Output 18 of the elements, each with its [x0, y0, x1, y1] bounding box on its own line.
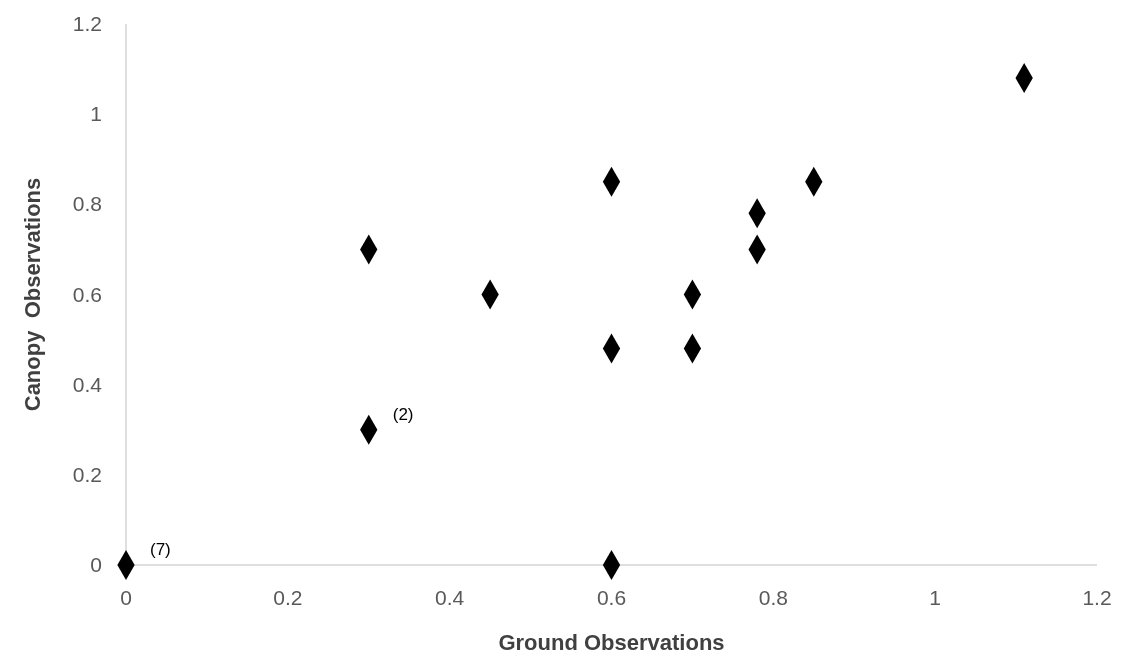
- y-tick-label: 0.2: [72, 462, 102, 486]
- x-tick-label: 1.2: [1082, 586, 1112, 609]
- y-tick-label: 0.8: [72, 192, 102, 216]
- x-tick-label: 0.4: [435, 586, 465, 609]
- annotation: (7): [150, 540, 171, 559]
- y-tick-label: 1: [90, 102, 102, 126]
- y-tick-label: 1.2: [72, 12, 102, 35]
- x-tick-label: 0: [120, 586, 132, 609]
- y-tick-label: 0: [90, 553, 102, 576]
- y-tick-label: 0.6: [72, 282, 102, 306]
- x-tick-label: 0.8: [758, 586, 788, 609]
- x-axis-title: Ground Observations: [498, 630, 725, 655]
- annotation: (2): [392, 404, 414, 424]
- x-tick-label: 0.6: [596, 586, 627, 609]
- y-tick-label: 0.4: [72, 372, 103, 396]
- y-axis-title: Canopy Observations: [20, 177, 45, 412]
- x-tick-label: 0.2: [273, 586, 303, 609]
- x-tick-label: 1: [929, 586, 942, 609]
